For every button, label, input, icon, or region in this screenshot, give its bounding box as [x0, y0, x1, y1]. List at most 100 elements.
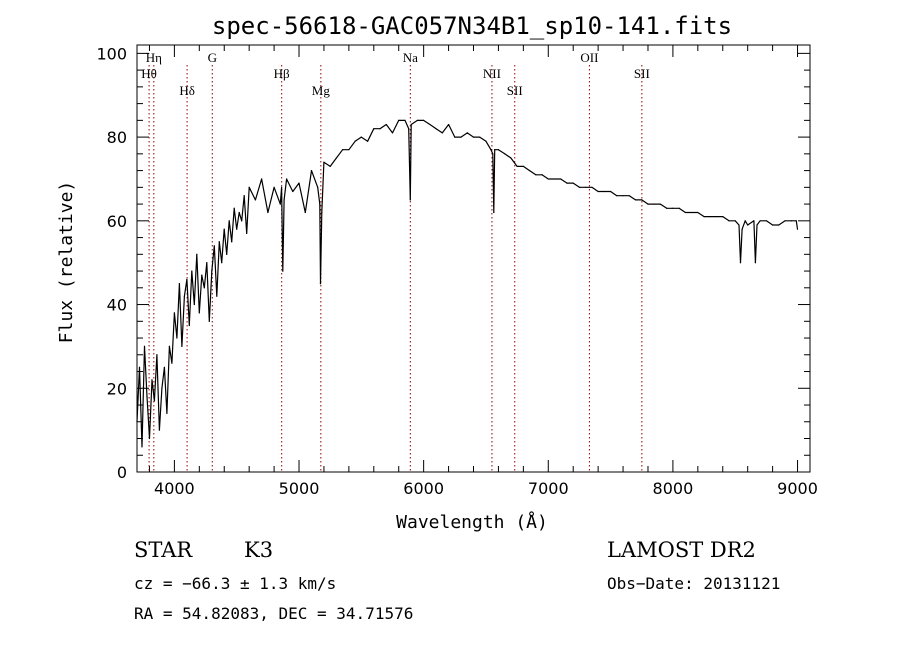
- spectrum-point: [181, 345, 183, 348]
- spectrum-point: [398, 119, 400, 121]
- spectrum-point: [208, 320, 210, 322]
- x-tick-label: 5000: [279, 479, 320, 498]
- spectrum-point: [213, 245, 215, 247]
- spectrum-point: [161, 387, 163, 389]
- spectrum-point: [547, 178, 549, 180]
- spectrum-point: [634, 199, 637, 201]
- observation-date: Obs−Date: 20131121: [607, 574, 781, 593]
- spectrum-point: [647, 203, 649, 205]
- spectrum-point: [641, 199, 643, 201]
- spectrum-point: [176, 337, 178, 339]
- spectrum-point: [186, 278, 188, 281]
- spectral-line-label: G: [208, 50, 217, 65]
- spectrum-point: [744, 220, 746, 222]
- spectrum-point: [273, 186, 275, 188]
- spectrum-point: [146, 396, 148, 398]
- spectrum-point: [385, 123, 387, 126]
- spectrum-point: [136, 421, 138, 423]
- spectrum-point: [741, 228, 743, 230]
- spectrum-point: [504, 153, 506, 155]
- spectrum-point: [572, 182, 574, 184]
- spectrum-point: [342, 149, 344, 151]
- x-tick-label: 6000: [403, 479, 444, 498]
- spectrum-point: [772, 224, 774, 226]
- spectrum-point: [754, 262, 757, 264]
- x-tick-label: 8000: [653, 479, 694, 498]
- spectrum-point: [722, 216, 724, 218]
- spectrum-point: [373, 128, 375, 130]
- spectrum-series: [136, 119, 799, 448]
- spectrum-point: [317, 186, 319, 188]
- spectrum-point: [319, 203, 321, 205]
- coordinates: RA = 54.82083, DEC = 34.71576: [134, 604, 414, 623]
- y-tick-label: 20: [107, 379, 127, 398]
- spectrum-point: [494, 149, 496, 151]
- spectrum-point: [158, 429, 161, 431]
- spectrum-point: [156, 354, 158, 356]
- spectrum-point: [138, 366, 141, 368]
- x-axis-label: Wavelength (Å): [396, 511, 548, 533]
- spectral-line-label: SII: [634, 66, 650, 81]
- x-tick-label: 9000: [777, 479, 818, 498]
- spectrum-point: [609, 190, 612, 193]
- spectrum-point: [510, 157, 512, 159]
- spectrum-point: [493, 211, 495, 214]
- spectrum-point: [653, 203, 655, 205]
- spectrum-point: [254, 199, 256, 201]
- spectrum-point: [522, 165, 524, 168]
- spectrum-point: [485, 140, 487, 142]
- spectrum-point: [226, 253, 228, 255]
- spectrum-point: [497, 149, 500, 151]
- spectrum-point: [715, 216, 718, 218]
- spectrum-point: [329, 165, 331, 168]
- spectral-line-label: Hθ: [141, 66, 157, 81]
- spectrum-point: [441, 132, 443, 134]
- spectrum-point: [460, 136, 462, 138]
- spectrum-point: [153, 400, 156, 402]
- spectrum-point: [241, 220, 243, 222]
- spectrum-point: [659, 203, 662, 205]
- spectral-line-label: Hβ: [274, 66, 290, 81]
- spectrum-point: [454, 136, 456, 138]
- spectrum-point: [408, 128, 410, 130]
- spectrum-point: [728, 220, 730, 222]
- spectrum-point: [492, 153, 494, 155]
- spectrum-point: [354, 140, 356, 142]
- spectrum-point: [709, 216, 711, 218]
- spectrum-point: [796, 228, 799, 230]
- x-tick-label: 4000: [154, 479, 195, 498]
- spectrum-point: [221, 262, 223, 264]
- spectrum-point: [672, 207, 674, 209]
- survey-name: LAMOST DR2: [607, 538, 756, 562]
- spectrum-point: [603, 190, 605, 193]
- y-tick-label: 80: [107, 128, 127, 147]
- spectrum-point: [585, 186, 587, 188]
- spectrum-point: [279, 203, 281, 205]
- spectrum-point: [553, 178, 556, 180]
- spectrum-point: [231, 241, 233, 243]
- spectrum-point: [196, 253, 198, 255]
- spectrum-point: [171, 362, 173, 364]
- spectrum-point: [703, 216, 705, 218]
- spectrum-point: [472, 136, 475, 138]
- spectrum-point: [148, 437, 151, 440]
- spectral-line-label: NII: [483, 66, 501, 81]
- spectrum-point: [348, 149, 350, 151]
- spectrum-point: [304, 211, 306, 214]
- spectral-line-label: Hη: [146, 50, 162, 65]
- spectrum-point: [490, 149, 492, 151]
- spectral-line-label: SII: [507, 83, 523, 98]
- spectrum-point: [283, 199, 285, 201]
- object-subclass: K3: [244, 538, 274, 562]
- spectrum-point: [163, 366, 166, 368]
- spectrum-point: [541, 174, 543, 176]
- spectrum-point: [738, 224, 740, 226]
- spectrum-point: [323, 161, 325, 163]
- spectrum-point: [516, 165, 518, 168]
- spectrum-point: [216, 295, 218, 297]
- spectrum-point: [409, 199, 411, 201]
- spectrum-point: [285, 178, 288, 180]
- spectrum-point: [183, 295, 185, 297]
- spectral-line-label: Mg: [312, 83, 331, 98]
